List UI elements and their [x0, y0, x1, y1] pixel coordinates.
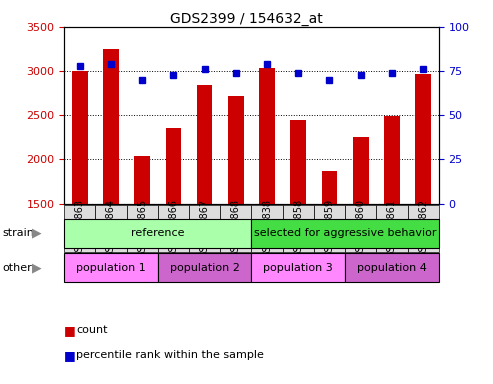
- Bar: [259, 68, 275, 204]
- FancyBboxPatch shape: [95, 205, 127, 252]
- Bar: [166, 127, 181, 204]
- FancyBboxPatch shape: [158, 253, 251, 282]
- FancyBboxPatch shape: [158, 205, 189, 252]
- Bar: [72, 71, 88, 204]
- Text: GSM120865: GSM120865: [137, 199, 147, 258]
- Text: GSM120861: GSM120861: [387, 199, 397, 258]
- Text: ■: ■: [64, 349, 76, 362]
- Text: selected for aggressive behavior: selected for aggressive behavior: [254, 228, 436, 238]
- Text: GSM120858: GSM120858: [293, 199, 303, 258]
- Bar: [290, 121, 306, 204]
- FancyBboxPatch shape: [314, 205, 345, 252]
- FancyBboxPatch shape: [189, 205, 220, 252]
- FancyBboxPatch shape: [127, 205, 158, 252]
- Text: GSM120862: GSM120862: [418, 199, 428, 258]
- Text: GSM120838: GSM120838: [262, 199, 272, 258]
- Text: GSM120864: GSM120864: [106, 199, 116, 258]
- Text: ▶: ▶: [32, 227, 42, 240]
- Text: GSM120863: GSM120863: [75, 199, 85, 258]
- Text: population 2: population 2: [170, 263, 240, 273]
- FancyBboxPatch shape: [408, 205, 439, 252]
- FancyBboxPatch shape: [345, 253, 439, 282]
- FancyBboxPatch shape: [376, 205, 408, 252]
- Text: GSM120866: GSM120866: [169, 199, 178, 258]
- FancyBboxPatch shape: [345, 205, 376, 252]
- FancyBboxPatch shape: [251, 219, 439, 248]
- Text: ■: ■: [64, 324, 76, 337]
- Text: population 1: population 1: [76, 263, 146, 273]
- Text: reference: reference: [131, 228, 184, 238]
- FancyBboxPatch shape: [251, 253, 345, 282]
- Bar: [103, 49, 119, 204]
- FancyBboxPatch shape: [64, 253, 158, 282]
- Text: population 3: population 3: [263, 263, 333, 273]
- Bar: [228, 96, 244, 204]
- Text: percentile rank within the sample: percentile rank within the sample: [76, 350, 264, 360]
- Bar: [321, 171, 337, 204]
- Bar: [134, 156, 150, 204]
- Text: population 4: population 4: [357, 263, 427, 273]
- Bar: [415, 74, 431, 204]
- FancyBboxPatch shape: [64, 219, 251, 248]
- FancyBboxPatch shape: [220, 205, 251, 252]
- Text: ▶: ▶: [32, 262, 42, 274]
- Text: GDS2399 / 154632_at: GDS2399 / 154632_at: [170, 12, 323, 25]
- Text: GSM120860: GSM120860: [356, 199, 366, 258]
- Text: strain: strain: [2, 228, 35, 238]
- Bar: [197, 85, 212, 204]
- FancyBboxPatch shape: [251, 205, 282, 252]
- FancyBboxPatch shape: [282, 205, 314, 252]
- FancyBboxPatch shape: [64, 205, 95, 252]
- Text: other: other: [2, 263, 32, 273]
- Text: GSM120868: GSM120868: [231, 199, 241, 258]
- Text: GSM120859: GSM120859: [324, 199, 334, 258]
- Text: count: count: [76, 325, 108, 335]
- Bar: [384, 116, 400, 204]
- Bar: [353, 137, 368, 204]
- Text: GSM120867: GSM120867: [200, 199, 210, 258]
